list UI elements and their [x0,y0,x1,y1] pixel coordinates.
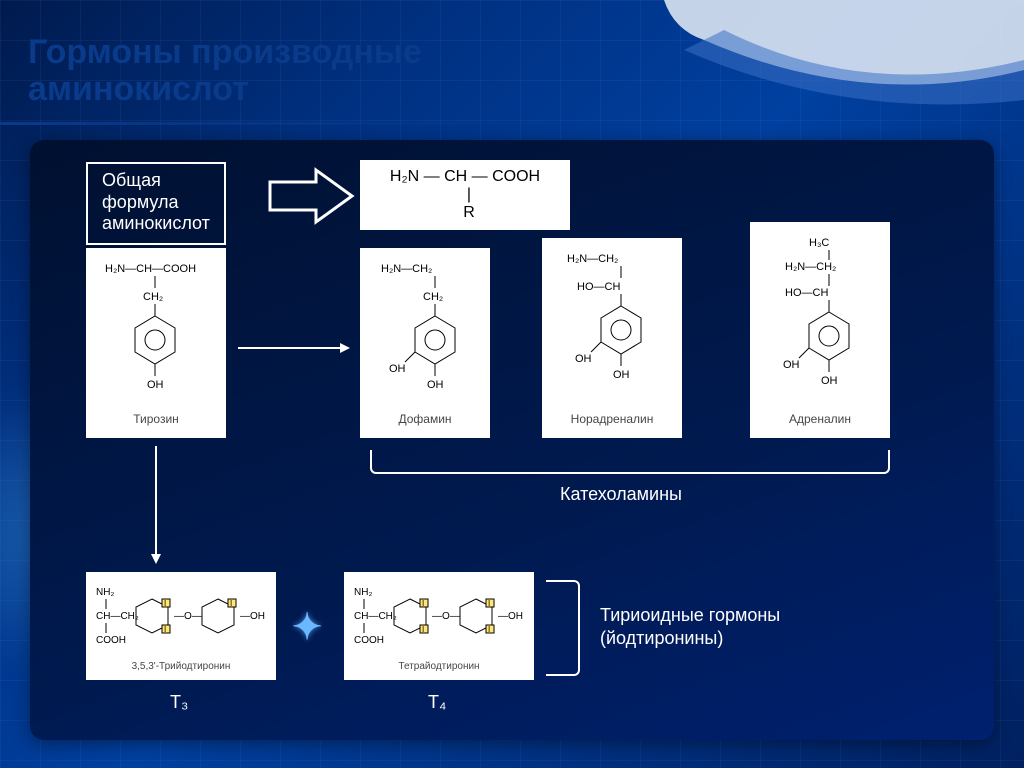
t3-structure: NH₂ CH—CH₂ COOH I I —O— I —OH [94,581,268,659]
svg-text:H₂N—CH₂: H₂N—CH₂ [567,253,618,265]
tyrosine-structure: H₂N—CH—COOH CH₂ OH [101,260,211,410]
adrenaline-caption: Адреналин [789,412,851,426]
t3-sublabel: T₃ [170,692,188,713]
svg-text:I: I [488,599,490,608]
svg-text:H₂N—CH₂: H₂N—CH₂ [381,263,432,275]
arrow-tyr-to-dop [236,338,350,358]
svg-text:H₃C: H₃C [809,237,829,249]
svg-text:H₂N—CH₂: H₂N—CH₂ [785,261,836,273]
svg-text:—O—: —O— [432,611,460,622]
formula-label-l1: Общая [102,170,210,192]
svg-text:CH₂: CH₂ [423,291,443,303]
svg-text:—OH: —OH [240,611,265,622]
svg-text:OH: OH [783,359,800,371]
thyroid-l1: Тириоидные гормоны [600,604,780,627]
dopamine-caption: Дофамин [398,412,451,426]
gen-formula-l2: | [467,186,471,204]
svg-text:CH₂: CH₂ [143,291,163,303]
arrow-tyr-down [146,444,166,564]
svg-text:NH₂: NH₂ [96,587,114,598]
svg-text:OH: OH [389,363,406,375]
noradrenaline-box: H₂N—CH₂ HO—CH OH OH Норадреналин [542,238,682,438]
svg-text:I: I [164,599,166,608]
catecholamines-bracket [370,450,890,474]
main-panel: Общая формула аминокислот H₂N — CH — COO… [30,140,994,740]
svg-text:I: I [230,599,232,608]
svg-text:OH: OH [147,379,164,391]
svg-text:I: I [488,625,490,634]
svg-text:HO—CH: HO—CH [785,287,828,299]
svg-text:I: I [422,625,424,634]
svg-text:OH: OH [575,353,592,365]
slide-title: Гормоны производные аминокислот [28,34,422,109]
formula-label-l2: формула [102,192,210,214]
dopamine-structure: H₂N—CH₂ CH₂ OH OH [375,260,475,410]
title-underline [0,122,740,125]
noradrenaline-caption: Норадреналин [571,412,654,426]
plus-icon: ✦ [292,606,322,648]
noradrenaline-structure: H₂N—CH₂ HO—CH OH OH [557,250,667,410]
svg-text:H₂N—CH—COOH: H₂N—CH—COOH [105,263,196,275]
formula-label-l3: аминокислот [102,213,210,235]
gen-formula-l1: H₂N — CH — COOH [390,168,540,186]
general-formula-box: H₂N — CH — COOH | R [360,160,570,230]
t3-box: NH₂ CH—CH₂ COOH I I —O— I —OH 3,5,3'-Три… [86,572,276,680]
title-line-1: Гормоны производные [28,34,422,71]
svg-text:—OH: —OH [498,611,523,622]
general-formula-label: Общая формула аминокислот [86,162,226,245]
t4-structure: NH₂ CH—CH₂ COOH I I —O— I I —OH [352,581,526,659]
svg-text:CH—CH₂: CH—CH₂ [96,611,139,622]
t4-sublabel: T₄ [428,692,446,713]
tyrosine-caption: Тирозин [133,412,179,426]
header-swoosh [664,0,1024,110]
adrenaline-box: H₃C H₂N—CH₂ HO—CH OH OH Адреналин [750,222,890,438]
title-line-2: аминокислот [28,71,422,108]
dopamine-box: H₂N—CH₂ CH₂ OH OH Дофамин [360,248,490,438]
svg-text:COOH: COOH [96,635,126,646]
svg-text:—O—: —O— [174,611,202,622]
t4-caption: Тетрайодтиронин [398,661,479,672]
big-arrow-icon [266,166,356,226]
svg-text:OH: OH [821,375,838,387]
gen-formula-l3: R [463,204,475,222]
adrenaline-structure: H₃C H₂N—CH₂ HO—CH OH OH [765,234,875,410]
svg-text:COOH: COOH [354,635,384,646]
thyroid-bracket [546,580,580,676]
catecholamines-label: Катехоламины [560,484,682,505]
thyroid-l2: (йодтиронины) [600,627,780,650]
svg-text:I: I [164,625,166,634]
svg-text:OH: OH [427,379,444,391]
thyroid-label: Тириоидные гормоны (йодтиронины) [600,604,780,651]
t3-caption: 3,5,3'-Трийодтиронин [132,661,231,672]
svg-text:HO—CH: HO—CH [577,281,620,293]
t4-box: NH₂ CH—CH₂ COOH I I —O— I I —OH Тетрайод… [344,572,534,680]
tyrosine-box: H₂N—CH—COOH CH₂ OH Тирозин [86,248,226,438]
svg-text:CH—CH₂: CH—CH₂ [354,611,397,622]
svg-text:I: I [422,599,424,608]
svg-text:NH₂: NH₂ [354,587,372,598]
svg-text:OH: OH [613,369,630,381]
